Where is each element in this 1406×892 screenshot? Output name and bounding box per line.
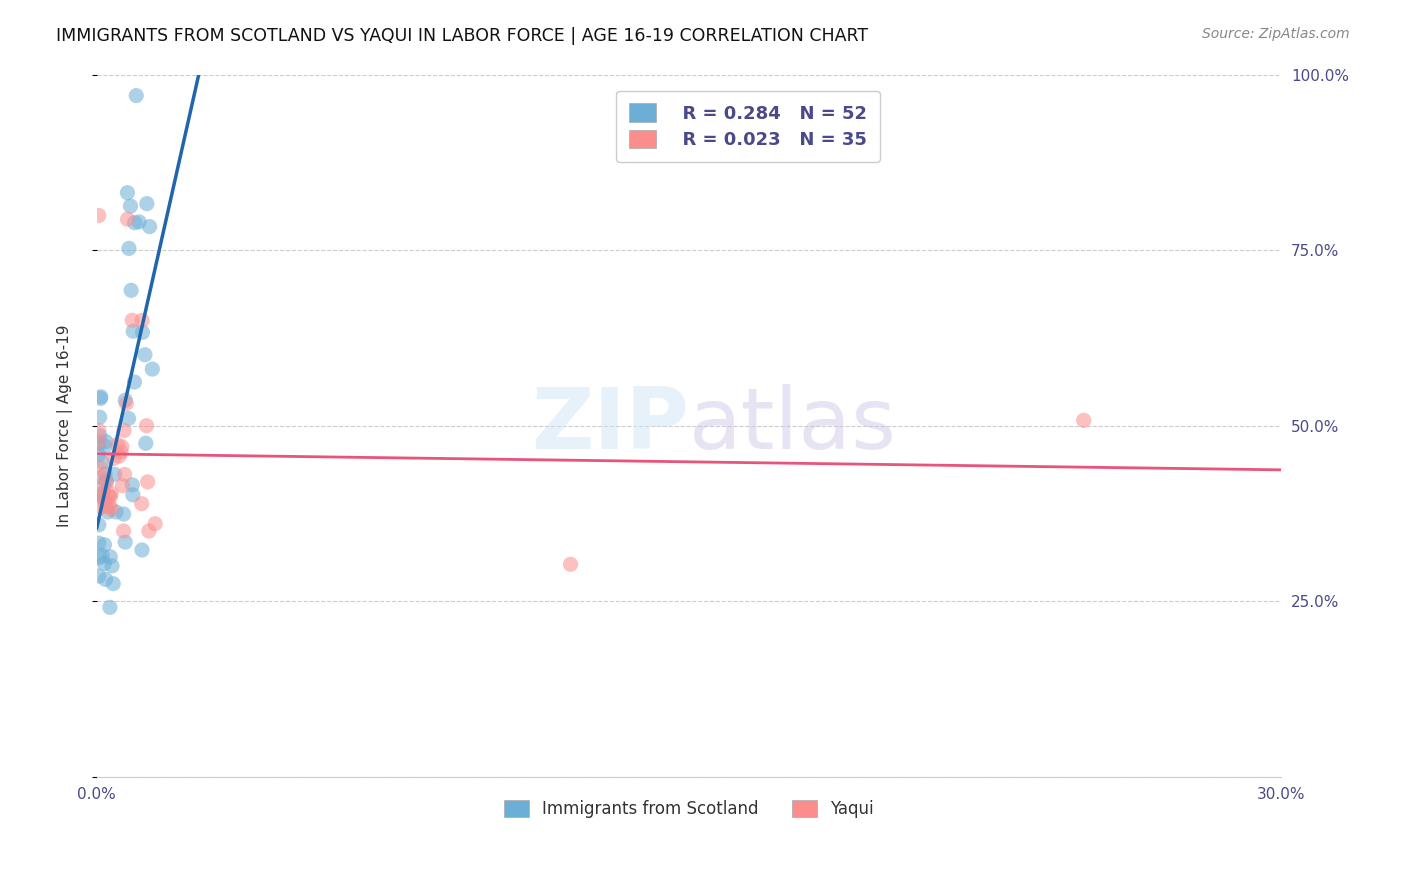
Yaqui [131, 497, 153, 511]
Yaqui [96, 475, 118, 490]
Yaqui [105, 437, 128, 451]
Yaqui [97, 489, 120, 503]
Yaqui [87, 487, 110, 501]
Immigrants from Scotland [114, 393, 136, 408]
Yaqui [87, 434, 110, 449]
Immigrants from Scotland [93, 486, 115, 500]
Immigrants from Scotland [91, 549, 114, 563]
Immigrants from Scotland [94, 573, 117, 587]
Immigrants from Scotland [87, 536, 110, 550]
Immigrants from Scotland [94, 439, 117, 453]
Immigrants from Scotland [135, 436, 157, 450]
Yaqui [90, 500, 112, 515]
Immigrants from Scotland [114, 535, 136, 549]
Immigrants from Scotland [89, 392, 111, 406]
Immigrants from Scotland [97, 505, 120, 519]
Yaqui [135, 418, 157, 433]
Immigrants from Scotland [93, 538, 115, 552]
Immigrants from Scotland [101, 558, 124, 573]
Immigrants from Scotland [120, 283, 142, 297]
Yaqui [94, 500, 117, 514]
Yaqui [131, 313, 153, 327]
Immigrants from Scotland [121, 478, 143, 492]
Immigrants from Scotland [94, 467, 117, 481]
Yaqui [87, 488, 110, 502]
Immigrants from Scotland [87, 569, 110, 583]
Yaqui [1073, 413, 1095, 427]
Immigrants from Scotland [87, 437, 110, 451]
Immigrants from Scotland [91, 455, 114, 469]
Immigrants from Scotland [91, 490, 114, 504]
Yaqui [111, 478, 134, 492]
Immigrants from Scotland [98, 549, 121, 564]
Immigrants from Scotland [141, 362, 163, 376]
Immigrants from Scotland [89, 410, 111, 425]
Immigrants from Scotland [138, 219, 160, 234]
Immigrants from Scotland [122, 324, 145, 338]
Immigrants from Scotland [112, 507, 135, 521]
Yaqui [560, 558, 582, 572]
Immigrants from Scotland [87, 448, 110, 462]
Immigrants from Scotland [134, 348, 156, 362]
Yaqui [87, 209, 110, 223]
Immigrants from Scotland [117, 186, 139, 200]
Immigrants from Scotland [131, 326, 153, 340]
Yaqui [103, 451, 125, 466]
Yaqui [136, 475, 159, 489]
Yaqui [100, 502, 122, 516]
Immigrants from Scotland [89, 550, 111, 565]
Text: ZIP: ZIP [531, 384, 689, 467]
Yaqui [143, 516, 166, 531]
Legend: Immigrants from Scotland, Yaqui: Immigrants from Scotland, Yaqui [498, 793, 880, 825]
Yaqui [121, 313, 143, 327]
Text: Source: ZipAtlas.com: Source: ZipAtlas.com [1202, 27, 1350, 41]
Yaqui [98, 490, 121, 504]
Immigrants from Scotland [94, 434, 117, 449]
Immigrants from Scotland [98, 600, 121, 615]
Yaqui [111, 440, 134, 454]
Immigrants from Scotland [117, 411, 139, 425]
Immigrants from Scotland [121, 488, 143, 502]
Yaqui [117, 212, 139, 227]
Yaqui [108, 449, 131, 463]
Immigrants from Scotland [124, 216, 146, 230]
Text: atlas: atlas [689, 384, 897, 467]
Immigrants from Scotland [94, 493, 117, 508]
Immigrants from Scotland [90, 390, 112, 404]
Text: IMMIGRANTS FROM SCOTLAND VS YAQUI IN LABOR FORCE | AGE 16-19 CORRELATION CHART: IMMIGRANTS FROM SCOTLAND VS YAQUI IN LAB… [56, 27, 869, 45]
Immigrants from Scotland [96, 474, 118, 488]
Immigrants from Scotland [124, 375, 146, 389]
Immigrants from Scotland [135, 196, 157, 211]
Immigrants from Scotland [128, 215, 150, 229]
Immigrants from Scotland [105, 505, 128, 519]
Immigrants from Scotland [103, 576, 125, 591]
Yaqui [100, 486, 122, 500]
Yaqui [89, 470, 111, 484]
Immigrants from Scotland [93, 476, 115, 491]
Yaqui [115, 396, 138, 410]
Immigrants from Scotland [87, 517, 110, 532]
Yaqui [114, 467, 136, 482]
Yaqui [87, 424, 110, 438]
Immigrants from Scotland [93, 557, 115, 571]
Immigrants from Scotland [125, 88, 148, 103]
Yaqui [98, 499, 121, 513]
Immigrants from Scotland [118, 241, 141, 255]
Yaqui [112, 524, 135, 538]
Yaqui [112, 424, 135, 438]
Immigrants from Scotland [131, 543, 153, 558]
Y-axis label: In Labor Force | Age 16-19: In Labor Force | Age 16-19 [58, 325, 73, 527]
Yaqui [138, 524, 160, 538]
Immigrants from Scotland [120, 199, 142, 213]
Immigrants from Scotland [104, 467, 127, 482]
Yaqui [110, 445, 132, 459]
Yaqui [90, 461, 112, 475]
Immigrants from Scotland [89, 429, 111, 443]
